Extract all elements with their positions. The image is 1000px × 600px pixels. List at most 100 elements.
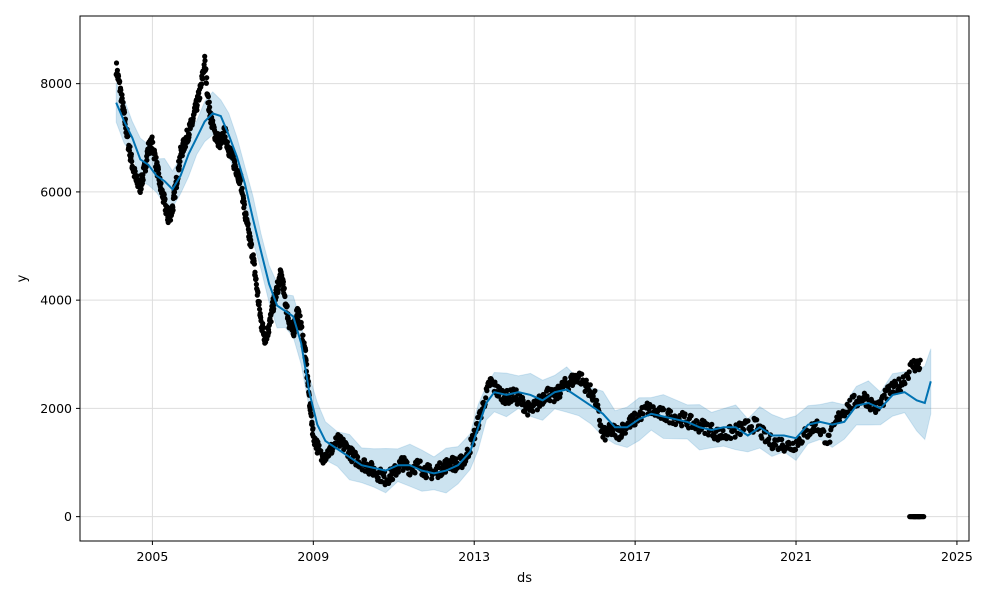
observed-point — [594, 397, 600, 403]
observed-point — [303, 347, 309, 353]
observed-point — [298, 319, 304, 326]
observed-point — [253, 276, 259, 282]
y-axis-ticks: 0 2000 4000 6000 8000 — [40, 76, 80, 524]
x-axis-ticks: 2005 2009 2013 2017 2021 2025 — [137, 541, 973, 564]
observed-point — [308, 413, 314, 419]
observed-point — [595, 402, 601, 408]
observed-point — [243, 211, 249, 218]
observed-point — [255, 289, 261, 296]
observed-point — [217, 145, 223, 151]
observed-point — [260, 320, 266, 327]
observed-point — [161, 192, 167, 198]
observed-point — [297, 313, 303, 319]
observed-point — [164, 204, 170, 210]
observed-point — [310, 425, 316, 431]
observed-point — [673, 421, 679, 428]
observed-point — [172, 194, 178, 200]
observed-point — [205, 94, 211, 100]
observed-point — [917, 357, 923, 363]
observed-point — [826, 432, 832, 438]
observed-point — [316, 442, 322, 448]
plot-frame — [79, 15, 970, 542]
observed-point — [906, 369, 912, 375]
observed-point-outlier — [921, 514, 927, 520]
observed-point — [728, 435, 734, 441]
observed-point — [207, 104, 213, 110]
observed-point — [759, 435, 765, 441]
observed-point — [114, 67, 120, 73]
observed-point — [171, 189, 178, 195]
y-tick-label: 6000 — [40, 184, 72, 199]
observed-point — [282, 293, 288, 300]
observed-point — [200, 76, 206, 82]
observed-point — [118, 87, 124, 93]
observed-point — [592, 388, 598, 394]
y-tick-label: 4000 — [40, 293, 72, 308]
observed-point — [530, 408, 536, 414]
observed-point — [596, 417, 603, 423]
observed-point — [281, 285, 287, 291]
observed-point — [275, 289, 281, 296]
observed-point — [202, 58, 208, 64]
x-tick-label: 2021 — [780, 549, 812, 564]
observed-point — [284, 303, 290, 309]
observed-point — [369, 461, 375, 467]
observed-point — [248, 241, 255, 248]
observed-point — [296, 308, 302, 315]
observed-point — [170, 207, 176, 213]
observed-point — [817, 432, 824, 438]
observed-point — [404, 459, 410, 465]
observed-point — [117, 78, 123, 85]
observed-point — [224, 139, 230, 145]
observed-point — [150, 139, 156, 145]
observed-point — [779, 442, 786, 448]
observed-point — [792, 447, 799, 453]
observed-point — [128, 151, 134, 157]
observed-point — [210, 118, 216, 124]
observed-point — [766, 436, 772, 442]
observed-point — [127, 144, 133, 150]
observed-point — [851, 392, 857, 398]
observed-point — [562, 375, 568, 382]
observed-point — [252, 269, 258, 275]
observed-point — [194, 107, 200, 113]
observed-point — [579, 371, 585, 377]
observed-point — [720, 427, 726, 434]
observed-point — [587, 382, 593, 388]
observed-point — [779, 436, 785, 443]
observed-point — [176, 163, 182, 169]
observed-point — [158, 180, 164, 186]
observed-point — [266, 329, 272, 335]
observed-point — [821, 428, 827, 434]
observed-point — [194, 102, 200, 108]
observed-point — [917, 365, 923, 371]
observed-point — [709, 421, 715, 427]
observed-point — [140, 177, 146, 183]
observed-point — [206, 99, 212, 105]
x-tick-label: 2013 — [458, 549, 490, 564]
observed-point — [239, 185, 245, 191]
x-tick-label: 2025 — [941, 549, 973, 564]
observed-point — [149, 134, 155, 140]
y-tick-label: 2000 — [40, 401, 72, 416]
observed-point — [682, 411, 688, 417]
observed-point — [745, 418, 751, 424]
observed-point — [737, 431, 743, 438]
observed-point — [355, 454, 361, 460]
gridlines — [80, 16, 969, 541]
observed-point — [827, 439, 833, 445]
observed-point — [520, 397, 526, 403]
observed-point — [162, 196, 168, 202]
observed-point — [197, 95, 203, 101]
observed-point — [203, 66, 209, 72]
observed-point — [268, 319, 274, 325]
observed-point — [905, 375, 912, 381]
observed-point — [241, 201, 247, 208]
observed-point — [198, 81, 205, 87]
observed-point — [134, 173, 140, 179]
x-tick-label: 2005 — [137, 549, 169, 564]
observed-point — [177, 158, 183, 165]
y-axis-label: y — [15, 274, 30, 282]
observed-point — [417, 458, 423, 464]
